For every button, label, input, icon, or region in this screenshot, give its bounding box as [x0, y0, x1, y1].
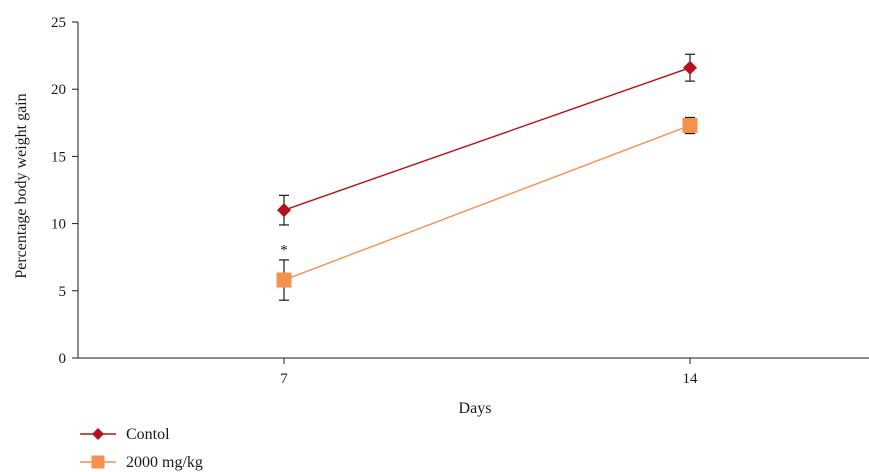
legend: Contol 2000 mg/kg [80, 426, 203, 471]
data-point [277, 203, 291, 218]
annotations: * [280, 242, 288, 258]
data-point [683, 60, 697, 75]
x-axis-ticks: 7 14 [280, 358, 698, 387]
legend-marker [92, 428, 104, 440]
data-point [682, 117, 698, 133]
y-tick-label: 15 [51, 149, 66, 165]
x-tick-label: 14 [683, 371, 699, 387]
y-tick-label: 10 [51, 217, 66, 233]
legend-item: Contol [80, 426, 170, 443]
x-axis-label: Days [459, 400, 492, 417]
significance-marker: * [280, 242, 288, 258]
y-tick-label: 20 [51, 82, 66, 98]
axes [77, 22, 869, 359]
legend-label: 2000 mg/kg [126, 454, 203, 471]
data-point [276, 272, 292, 288]
y-tick-label: 5 [59, 284, 67, 300]
series-line [283, 124, 691, 281]
legend-item: 2000 mg/kg [80, 454, 203, 471]
y-axis-ticks: 0 5 10 15 20 25 [51, 15, 78, 367]
series-control [277, 53, 697, 226]
y-tick-label: 0 [59, 351, 67, 367]
y-tick-label: 25 [51, 15, 66, 31]
series-layer [276, 53, 698, 301]
series-line [283, 67, 691, 211]
series-treated [276, 116, 698, 301]
legend-marker [91, 455, 105, 469]
legend-label: Contol [126, 426, 170, 443]
x-tick-label: 7 [280, 371, 288, 387]
y-axis-label: Percentage body weight gain [13, 93, 30, 278]
